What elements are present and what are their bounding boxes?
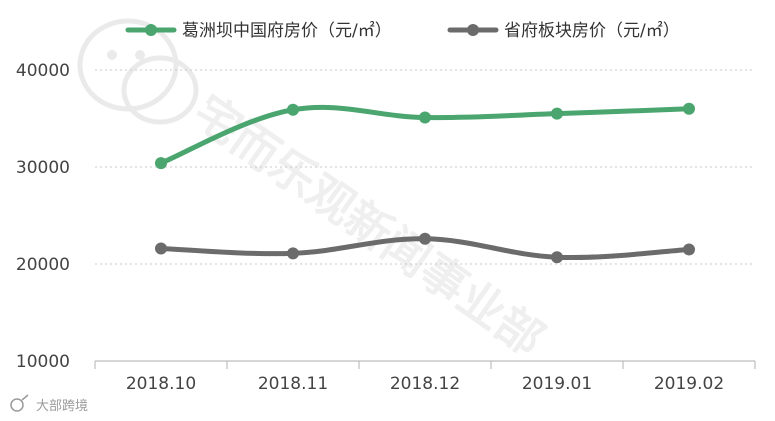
x-tick-label: 2018.10 [126, 374, 196, 394]
data-point [155, 157, 167, 170]
y-tick-label: 40000 [16, 61, 70, 81]
data-point [551, 107, 563, 120]
data-point [683, 102, 695, 115]
x-tick-label: 2019.01 [522, 374, 592, 394]
data-point [155, 242, 167, 255]
series-lines [155, 102, 695, 264]
grid [95, 69, 755, 265]
data-point [683, 243, 695, 256]
y-tick-label: 20000 [16, 255, 70, 275]
y-tick-label: 10000 [16, 352, 70, 372]
data-point [287, 247, 299, 260]
data-point [419, 232, 431, 245]
x-tick-label: 2019.02 [654, 374, 724, 394]
data-point [287, 103, 299, 116]
data-point [419, 111, 431, 124]
axes: 10000 20000 30000 40000 2018.10 2018.11 2018.1… [16, 61, 756, 394]
legend-marker [145, 24, 157, 36]
data-point [551, 251, 563, 264]
legend-label: 省府板块房价（元/㎡） [504, 21, 680, 41]
x-tick-label: 2018.11 [258, 374, 328, 394]
watermark-logo-icon [77, 18, 199, 125]
legend: 葛洲坝中国府房价（元/㎡） 省府板块房价（元/㎡） [125, 21, 680, 41]
legend-label: 葛洲坝中国府房价（元/㎡） [182, 21, 392, 41]
legend-marker [467, 24, 479, 36]
source-logo-icon [10, 394, 29, 412]
source-label: 大部跨境 [36, 399, 88, 414]
y-tick-label: 30000 [16, 158, 70, 178]
x-tick-label: 2018.12 [390, 374, 460, 394]
